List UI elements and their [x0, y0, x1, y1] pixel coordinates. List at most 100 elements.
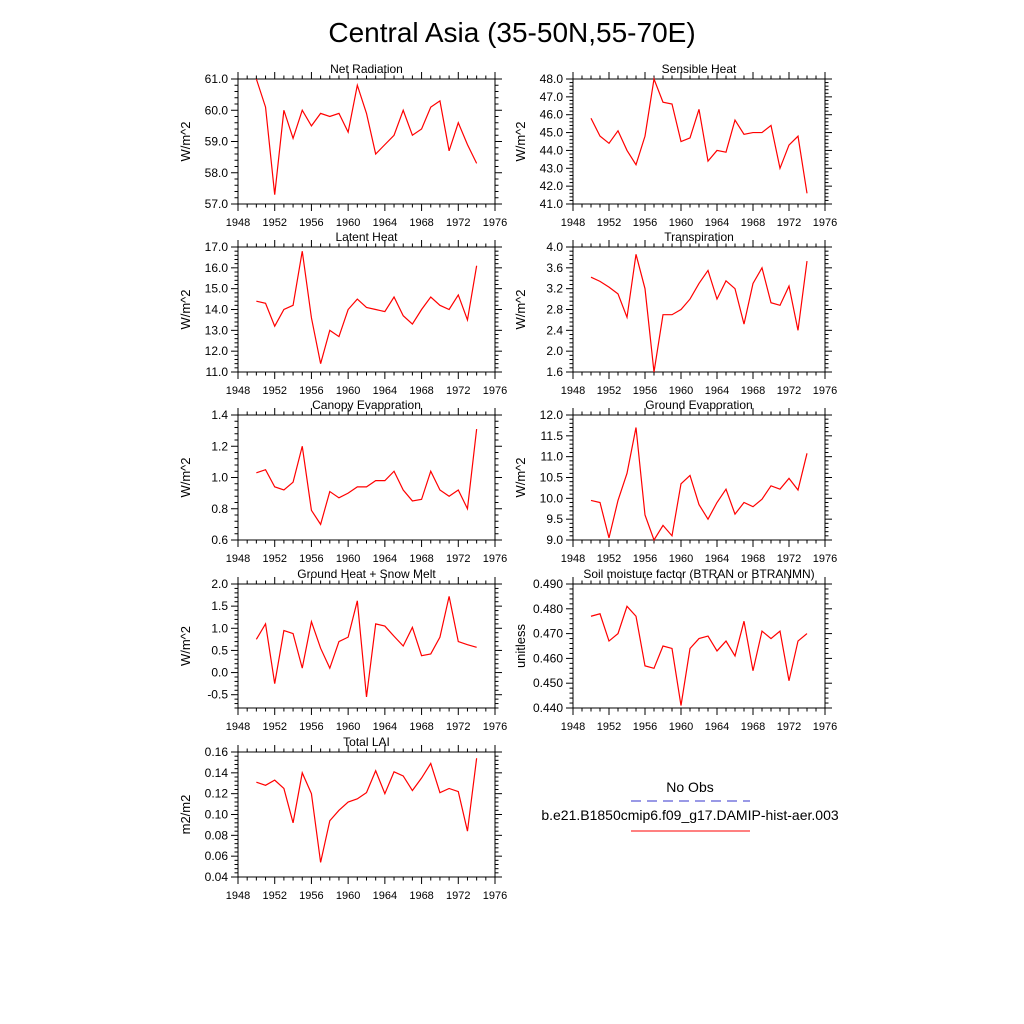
- x-tick-label: 1948: [226, 890, 250, 902]
- x-tick-label: 1968: [409, 890, 433, 902]
- panel-title: Total LAI: [343, 735, 390, 749]
- x-tick-label: 1956: [299, 217, 323, 229]
- y-tick-label: 59.0: [205, 135, 229, 149]
- y-tick-label: 0.12: [205, 787, 229, 801]
- y-tick-label: 0.450: [533, 676, 563, 690]
- series-line: [255, 78, 478, 195]
- y-tick-label: 0.0: [211, 666, 228, 680]
- legend-model-label: b.e21.B1850cmip6.f09_g17.DAMIP-hist-aer.…: [541, 807, 839, 823]
- series-line: [590, 605, 808, 706]
- y-tick-label: 17.0: [205, 240, 229, 254]
- y-tick-label: 57.0: [205, 197, 229, 211]
- x-tick-label: 1972: [777, 217, 801, 229]
- y-tick-label: 11.5: [541, 429, 564, 443]
- x-tick-label: 1948: [561, 553, 585, 565]
- plot-frame: [572, 583, 826, 709]
- x-tick-label: 1976: [483, 721, 507, 733]
- y-tick-label: 1.6: [546, 365, 563, 379]
- series-line: [256, 428, 478, 526]
- y-axis-label: unitless: [513, 623, 528, 668]
- x-tick-label: 1956: [299, 721, 323, 733]
- x-tick-label: 1948: [561, 721, 585, 733]
- x-tick-label: 1964: [705, 721, 729, 733]
- y-tick-label: 10.0: [540, 491, 564, 505]
- plot-frame: [237, 246, 496, 373]
- x-tick-label: 1960: [336, 890, 360, 902]
- x-tick-label: 1976: [813, 385, 837, 397]
- y-tick-label: 58.0: [205, 166, 229, 180]
- x-tick-label: 1956: [299, 385, 323, 397]
- panel-title: Canopy Evaporation: [312, 398, 421, 412]
- x-tick-label: 1952: [262, 553, 286, 565]
- y-axis-label: W/m^2: [178, 289, 193, 329]
- panel-title: Transpiration: [664, 230, 734, 244]
- y-tick-label: 11.0: [541, 450, 564, 464]
- x-tick-label: 1976: [483, 890, 507, 902]
- y-tick-label: 1.0: [211, 471, 228, 485]
- x-tick-label: 1976: [813, 217, 837, 229]
- x-tick-label: 1952: [262, 890, 286, 902]
- x-tick-label: 1964: [373, 721, 397, 733]
- y-tick-label: 48.0: [540, 72, 564, 86]
- x-tick-label: 1948: [561, 385, 585, 397]
- y-tick-label: 1.0: [211, 621, 228, 635]
- y-tick-label: 41.0: [540, 197, 564, 211]
- x-tick-label: 1948: [226, 385, 250, 397]
- x-tick-label: 1960: [669, 721, 693, 733]
- y-tick-label: 0.470: [533, 627, 563, 641]
- x-tick-label: 1952: [597, 553, 621, 565]
- y-tick-label: 0.460: [533, 651, 563, 665]
- x-tick-label: 1968: [741, 721, 765, 733]
- y-axis-label: W/m^2: [178, 626, 193, 666]
- x-tick-label: 1972: [777, 721, 801, 733]
- series-line: [590, 76, 808, 194]
- series-line: [590, 254, 808, 373]
- x-tick-label: 1976: [483, 553, 507, 565]
- chart-panel: 1948 1952 1956 1960 1964 1968 1972 1976 57.0 58.0…: [178, 62, 507, 229]
- y-tick-label: 1.4: [211, 408, 228, 422]
- legend: No Obs b.e21.B1850cmip6.f09_g17.DAMIP-hi…: [541, 779, 839, 832]
- y-axis-label: W/m^2: [513, 121, 528, 161]
- y-tick-label: 2.0: [546, 344, 563, 358]
- chart-panel: 1948 1952 1956 1960 1964 1968 1972 1976 -0.5 0.0 0…: [178, 567, 507, 733]
- y-tick-label: 0.440: [533, 701, 563, 715]
- y-tick-label: 12.0: [540, 408, 564, 422]
- y-tick-label: 15.0: [205, 282, 229, 296]
- legend-obs-label: No Obs: [666, 779, 713, 795]
- y-tick-label: 0.5: [211, 643, 228, 657]
- panel-title: Ground Evaporation: [645, 398, 752, 412]
- x-tick-label: 1960: [669, 385, 693, 397]
- y-tick-label: 2.4: [546, 323, 563, 337]
- x-tick-label: 1960: [336, 385, 360, 397]
- x-tick-label: 1956: [299, 553, 323, 565]
- x-tick-label: 1972: [777, 385, 801, 397]
- x-tick-label: 1956: [633, 385, 657, 397]
- y-tick-label: 0.14: [205, 766, 229, 780]
- y-tick-label: 46.0: [540, 108, 564, 122]
- x-tick-label: 1960: [336, 217, 360, 229]
- y-tick-label: 14.0: [205, 303, 229, 317]
- x-tick-label: 1952: [262, 217, 286, 229]
- x-tick-label: 1948: [226, 721, 250, 733]
- x-tick-label: 1956: [633, 217, 657, 229]
- chart-panel: 1948 1952 1956 1960 1964 1968 1972 1976 11.0 12.0…: [178, 230, 507, 397]
- x-tick-label: 1952: [597, 217, 621, 229]
- x-tick-label: 1964: [373, 217, 397, 229]
- chart-panel: 1948 1952 1956 1960 1964 1968 1972 1976 0.440 0.4…: [513, 567, 837, 733]
- y-tick-label: 0.480: [533, 602, 563, 616]
- y-tick-label: 0.04: [205, 870, 229, 884]
- x-tick-label: 1956: [299, 890, 323, 902]
- x-tick-label: 1956: [633, 721, 657, 733]
- y-tick-label: 2.8: [546, 303, 563, 317]
- y-axis-label: W/m^2: [513, 289, 528, 329]
- x-tick-label: 1972: [446, 721, 470, 733]
- x-tick-label: 1972: [446, 385, 470, 397]
- x-tick-label: 1952: [262, 385, 286, 397]
- series-line: [590, 427, 808, 542]
- chart-panel: 1948 1952 1956 1960 1964 1968 1972 1976 1.6 2.0 2.…: [513, 230, 837, 397]
- series-line: [256, 251, 478, 364]
- y-tick-label: 9.5: [546, 512, 563, 526]
- y-tick-label: 0.08: [205, 828, 229, 842]
- x-tick-label: 1960: [669, 553, 693, 565]
- x-tick-label: 1972: [777, 553, 801, 565]
